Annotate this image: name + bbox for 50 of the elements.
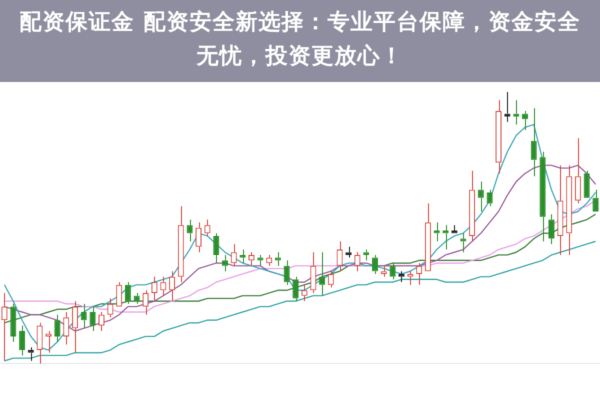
candlestick (486, 189, 493, 207)
candlestick (46, 330, 52, 354)
candlestick (346, 246, 352, 258)
candlestick (116, 282, 122, 307)
candlestick (63, 311, 70, 346)
candlestick (274, 252, 281, 266)
candlestick (90, 306, 96, 332)
candlestick (574, 138, 581, 204)
candlestick (363, 249, 370, 261)
candlestick (478, 181, 484, 212)
candlestick (142, 290, 149, 316)
candlestick (566, 164, 572, 256)
candlestick (80, 303, 87, 329)
candlestick (151, 276, 158, 302)
candlestick (169, 270, 176, 302)
candlestick (178, 206, 184, 283)
candlestick (328, 270, 334, 288)
candlestick (460, 232, 466, 253)
candlestick (1, 292, 8, 362)
candlestick (292, 276, 299, 302)
candlestick (124, 282, 131, 304)
candlestick (496, 100, 502, 174)
candlestick (257, 254, 264, 266)
candlestick (54, 314, 60, 342)
candlestick (230, 244, 237, 266)
candlestick (504, 92, 510, 122)
candlestick (336, 240, 343, 272)
candlestick (522, 110, 528, 131)
candlestick (424, 202, 431, 272)
candlestick (592, 189, 599, 212)
candlestick (107, 298, 114, 318)
candlestick (213, 232, 220, 264)
candlestick (196, 222, 202, 253)
candlestick (19, 325, 26, 356)
candlestick (557, 164, 564, 256)
candlestick (548, 214, 554, 245)
candlestick (134, 292, 140, 304)
candlestick (540, 151, 546, 242)
candlestick (354, 252, 360, 272)
candlestick (390, 262, 396, 280)
chart-title: 配资保证金 配资安全新选择：专业平台保障，资金安全无忧，投资更放心！ (0, 0, 600, 82)
candlestick (98, 311, 104, 332)
candlestick (372, 254, 378, 274)
candlestick (36, 322, 43, 364)
candlestick (72, 300, 78, 354)
candlestick (513, 100, 520, 126)
candlestick (222, 254, 228, 272)
candlestick (469, 170, 476, 242)
candlestick (186, 219, 193, 242)
candlestick (530, 108, 537, 177)
